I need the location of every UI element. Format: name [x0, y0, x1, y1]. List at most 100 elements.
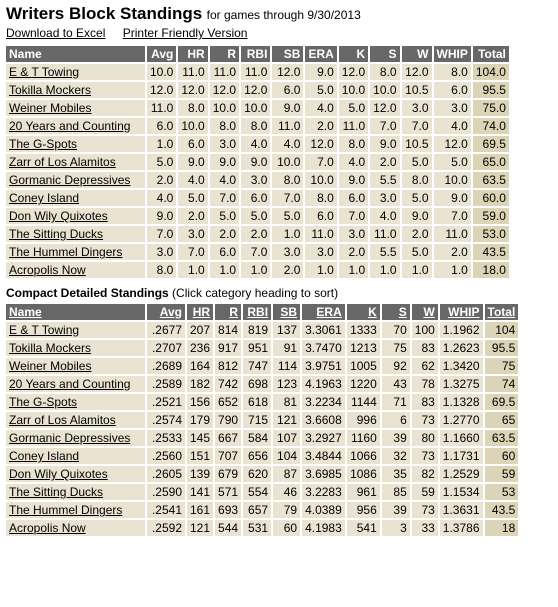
- cell-w: 1.0: [401, 262, 432, 278]
- column-header-r: R: [209, 46, 240, 62]
- column-header-k[interactable]: K: [346, 304, 380, 320]
- cell-s: 8.0: [370, 64, 400, 80]
- cell-rbi: 7.0: [241, 244, 271, 260]
- team-link[interactable]: The Sitting Ducks: [9, 485, 104, 499]
- cell-sb: 3.0: [272, 244, 304, 260]
- team-link[interactable]: Zarr of Los Alamitos: [9, 413, 116, 427]
- cell-era: 3.2234: [302, 394, 345, 410]
- team-link[interactable]: 20 Years and Counting: [9, 119, 131, 133]
- cell-sb: 87: [273, 466, 301, 482]
- column-header-label[interactable]: W: [423, 305, 435, 319]
- team-link[interactable]: The G-Spots: [9, 395, 78, 409]
- team-link[interactable]: Coney Island: [9, 191, 80, 205]
- cell-k: 4.0: [338, 154, 369, 170]
- cell-k: 541: [346, 520, 380, 536]
- cell-hr: 2.0: [178, 208, 208, 224]
- cell-r: 9.0: [209, 154, 240, 170]
- column-header-label[interactable]: HR: [192, 305, 211, 319]
- cell-whip: 1.1962: [439, 322, 483, 338]
- column-header-label[interactable]: Name: [9, 305, 42, 319]
- cell-era: 11.0: [305, 226, 337, 242]
- cell-w: 12.0: [401, 64, 432, 80]
- cell-k: 1066: [346, 448, 380, 464]
- column-header-era[interactable]: ERA: [302, 304, 345, 320]
- cell-era: 8.0: [305, 190, 337, 206]
- cell-w: 10.5: [401, 136, 432, 152]
- cell-whip: 8.0: [433, 64, 471, 80]
- team-name-cell: E & T Towing: [6, 322, 145, 338]
- column-header-label[interactable]: RBI: [247, 305, 269, 319]
- team-link[interactable]: Weiner Mobiles: [9, 359, 92, 373]
- cell-r: 10.0: [209, 100, 240, 116]
- cell-avg: .2533: [147, 430, 185, 446]
- team-link[interactable]: Gormanic Depressives: [9, 431, 131, 445]
- team-link[interactable]: Acropolis Now: [9, 263, 86, 277]
- column-header-label[interactable]: WHIP: [448, 305, 480, 319]
- column-header-label[interactable]: Avg: [159, 305, 182, 319]
- team-link[interactable]: 20 Years and Counting: [9, 377, 131, 391]
- cell-w: 73: [411, 502, 438, 518]
- team-link[interactable]: Coney Island: [9, 449, 80, 463]
- cell-w: 78: [411, 376, 438, 392]
- cell-avg: 11.0: [147, 100, 177, 116]
- column-header-hr[interactable]: HR: [187, 304, 214, 320]
- team-link[interactable]: Zarr of Los Alamitos: [9, 155, 116, 169]
- team-link[interactable]: Gormanic Depressives: [9, 173, 131, 187]
- column-header-label[interactable]: SB: [280, 305, 298, 319]
- cell-s: 7.0: [370, 118, 400, 134]
- cell-r: 679: [215, 466, 242, 482]
- column-header-w[interactable]: W: [411, 304, 438, 320]
- team-link[interactable]: Don Wily Quixotes: [9, 209, 108, 223]
- cell-sb: 8.0: [272, 172, 304, 188]
- cell-k: 1086: [346, 466, 380, 482]
- cell-whip: 1.2623: [439, 340, 483, 356]
- cell-whip: 11.0: [433, 226, 471, 242]
- column-header-label[interactable]: R: [229, 305, 239, 319]
- column-header-label[interactable]: S: [398, 305, 407, 319]
- download-excel-link[interactable]: Download to Excel: [6, 26, 106, 40]
- cell-total: 43.5: [484, 502, 519, 518]
- cell-era: 1.0: [305, 262, 337, 278]
- cell-w: 2.0: [401, 226, 432, 242]
- team-link[interactable]: Tokilla Mockers: [9, 341, 92, 355]
- column-header-s[interactable]: S: [381, 304, 410, 320]
- team-link[interactable]: E & T Towing: [9, 65, 80, 79]
- column-header-label[interactable]: Total: [487, 305, 516, 319]
- cell-rbi: 584: [243, 430, 272, 446]
- team-link[interactable]: E & T Towing: [9, 323, 80, 337]
- team-link[interactable]: Acropolis Now: [9, 521, 86, 535]
- column-header-sb[interactable]: SB: [273, 304, 301, 320]
- printer-friendly-link[interactable]: Printer Friendly Version: [122, 26, 248, 40]
- column-header-avg[interactable]: Avg: [147, 304, 185, 320]
- team-name-cell: Gormanic Depressives: [6, 172, 145, 188]
- cell-rbi: 4.0: [241, 136, 271, 152]
- team-name-cell: Tokilla Mockers: [6, 82, 145, 98]
- column-header-label[interactable]: ERA: [316, 305, 342, 319]
- team-link[interactable]: The Sitting Ducks: [9, 227, 104, 241]
- column-header-name[interactable]: Name: [6, 304, 145, 320]
- team-link[interactable]: The G-Spots: [9, 137, 78, 151]
- cell-r: 667: [215, 430, 242, 446]
- column-header-label[interactable]: K: [368, 305, 377, 319]
- team-link[interactable]: The Hummel Dingers: [9, 503, 123, 517]
- column-header-total[interactable]: Total: [484, 304, 519, 320]
- cell-total: 63.5: [484, 430, 519, 446]
- cell-total: 18: [484, 520, 519, 536]
- cell-total: 69.5: [472, 136, 509, 152]
- compact-section-heading: Compact Detailed Standings (Click catego…: [6, 286, 553, 302]
- team-link[interactable]: Don Wily Quixotes: [9, 467, 108, 481]
- team-link[interactable]: Weiner Mobiles: [9, 101, 92, 115]
- cell-era: 12.0: [305, 136, 337, 152]
- column-header-whip[interactable]: WHIP: [439, 304, 483, 320]
- column-header-r[interactable]: R: [215, 304, 242, 320]
- cell-rbi: 554: [243, 484, 272, 500]
- column-header-rbi[interactable]: RBI: [243, 304, 272, 320]
- cell-sb: 79: [273, 502, 301, 518]
- team-link[interactable]: The Hummel Dingers: [9, 245, 123, 259]
- team-name-cell: Tokilla Mockers: [6, 340, 145, 356]
- cell-avg: 4.0: [147, 190, 177, 206]
- cell-s: 2.0: [370, 154, 400, 170]
- cell-whip: 1.0: [433, 262, 471, 278]
- table-row: Don Wily Quixotes 9.0 2.0 5.0 5.0 5.0 6.0 7.0 4.…: [6, 208, 509, 224]
- team-link[interactable]: Tokilla Mockers: [9, 83, 92, 97]
